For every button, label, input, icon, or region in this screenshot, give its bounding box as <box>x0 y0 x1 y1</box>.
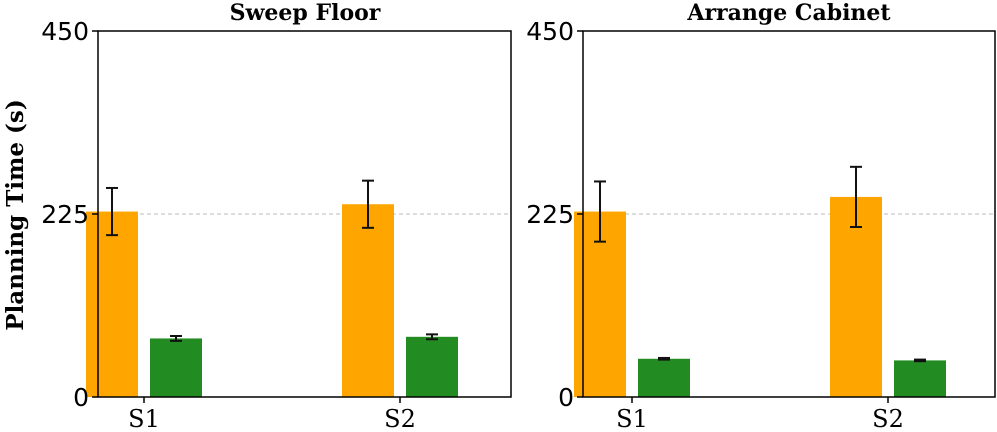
x-tick-label: S1 <box>128 405 160 432</box>
bar <box>150 338 202 397</box>
panel-sweep-floor: Sweep Floor 0 225 450 S1 S2 <box>41 0 512 432</box>
panel-arrange-cabinet: Arrange Cabinet 0 225 450 S1 S2 <box>526 0 996 432</box>
y-axis-label: Planning Time (s) <box>2 99 29 330</box>
panel-title: Arrange Cabinet <box>686 0 891 26</box>
x-tick-label: S2 <box>384 405 416 432</box>
y-tick-label: 450 <box>41 17 89 46</box>
y-tick-label: 225 <box>41 200 89 229</box>
y-tick-label: 450 <box>526 17 574 46</box>
bar <box>342 204 394 397</box>
panel-title: Sweep Floor <box>230 0 381 26</box>
bar <box>406 336 458 397</box>
bar <box>894 360 946 397</box>
bar <box>638 358 690 397</box>
x-tick-label: S2 <box>872 405 904 432</box>
y-tick-label: 0 <box>73 383 89 412</box>
y-tick-label: 225 <box>526 200 574 229</box>
bar <box>86 211 138 397</box>
bar <box>830 196 882 397</box>
x-tick-label: S1 <box>616 405 648 432</box>
y-tick-label: 0 <box>558 383 574 412</box>
